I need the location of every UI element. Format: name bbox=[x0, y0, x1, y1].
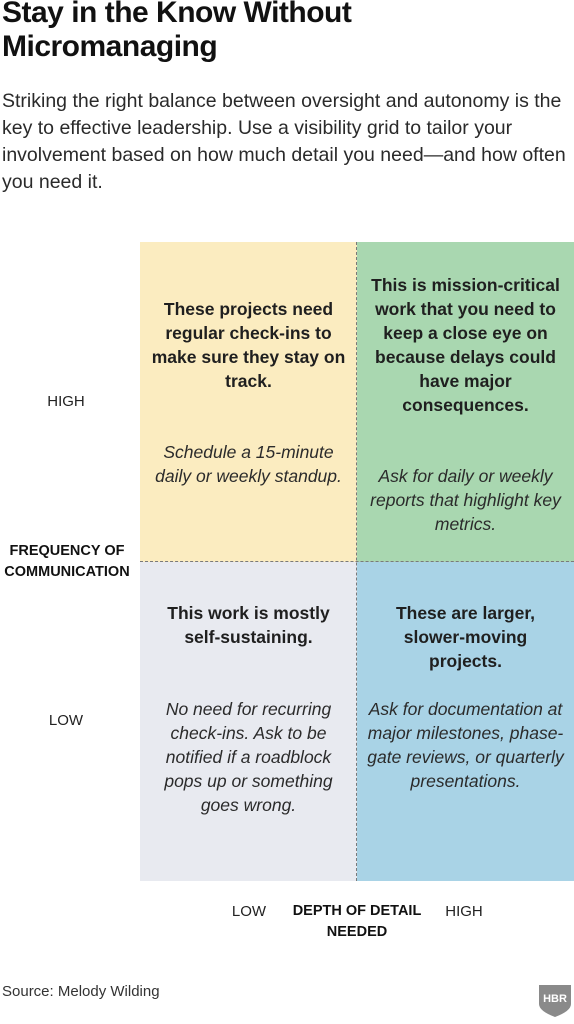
horizontal-divider bbox=[140, 561, 574, 562]
intro-paragraph: Striking the right balance between overs… bbox=[2, 90, 566, 193]
hbr-logo-text: HBR bbox=[543, 993, 567, 1005]
quadrant-action: Schedule a 15-minute daily or weekly sta… bbox=[155, 442, 342, 486]
source-note: Source: Melody Wilding bbox=[2, 983, 160, 1000]
quadrant-high-frequency-high-detail: This is mission-critical work that you n… bbox=[357, 242, 574, 562]
quadrant-action: Ask for documentation at major milestone… bbox=[367, 699, 564, 791]
quadrant-low-frequency-low-detail: This work is mostly self-sustaining. No … bbox=[140, 562, 357, 881]
quadrant-heading: These are larger, slower-moving projects… bbox=[395, 603, 536, 671]
quadrant-high-frequency-low-detail: These projects need regular check-ins to… bbox=[140, 242, 357, 562]
x-axis-low-label: LOW bbox=[231, 903, 267, 920]
y-axis-title: FREQUENCY OF COMMUNICATION bbox=[4, 543, 130, 580]
hbr-shield-icon: HBR bbox=[539, 985, 571, 1017]
quadrant-action: Ask for daily or weekly reports that hig… bbox=[370, 466, 561, 534]
quadrant-heading: These projects need regular check-ins to… bbox=[151, 299, 346, 391]
page-title: Stay in the Know Without Micromanaging bbox=[2, 0, 352, 63]
quadrant-low-frequency-high-detail: These are larger, slower-moving projects… bbox=[357, 562, 574, 881]
quadrant-heading: This is mission-critical work that you n… bbox=[371, 275, 560, 415]
quadrant-action: No need for recurring check-ins. Ask to … bbox=[164, 699, 333, 815]
quadrant-heading: This work is mostly self-sustaining. bbox=[167, 603, 330, 647]
x-axis-title: DEPTH OF DETAIL NEEDED bbox=[292, 903, 422, 940]
y-axis-low-label: LOW bbox=[48, 712, 84, 729]
y-axis-high-label: HIGH bbox=[47, 393, 85, 410]
x-axis-high-label: HIGH bbox=[445, 903, 483, 920]
